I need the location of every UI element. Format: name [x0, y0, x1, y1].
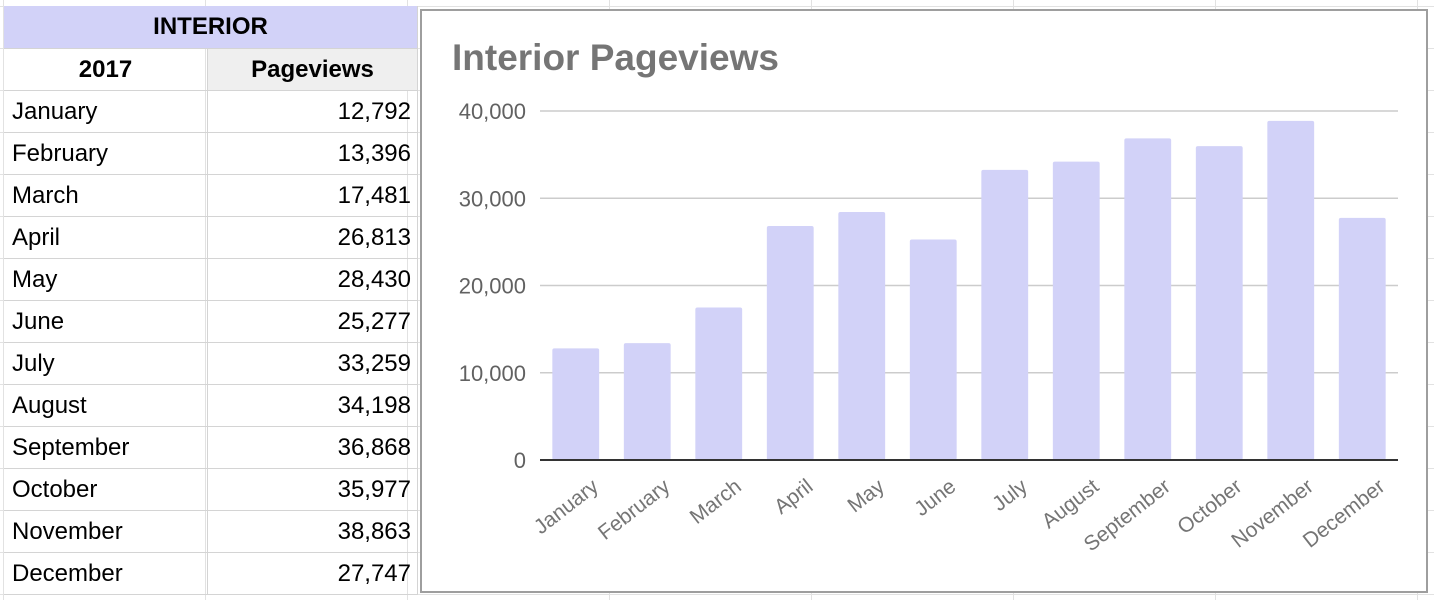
bar-chart: 0 10,000 20,000 30,000 40,000 JanuaryFebruary… — [459, 99, 1398, 556]
y-tick-label: 40,000 — [459, 99, 526, 124]
bar — [695, 307, 743, 460]
bar — [552, 348, 600, 460]
pageviews-cell[interactable]: 25,277 — [208, 301, 418, 343]
y-tick-label: 30,000 — [459, 186, 526, 211]
month-cell[interactable]: February — [4, 133, 208, 175]
pageviews-cell[interactable]: 35,977 — [208, 469, 418, 511]
y-tick-label: 0 — [514, 448, 526, 473]
pageviews-cell[interactable]: 36,868 — [208, 427, 418, 469]
pageviews-cell[interactable]: 28,430 — [208, 259, 418, 301]
x-tick-label: February — [594, 475, 675, 545]
bar — [1052, 161, 1100, 461]
x-tick-label: August — [1038, 475, 1104, 533]
pageviews-cell[interactable]: 38,863 — [208, 511, 418, 553]
bar — [623, 343, 671, 460]
bar — [1267, 120, 1315, 461]
pageviews-cell[interactable]: 33,259 — [208, 343, 418, 385]
month-cell[interactable]: March — [4, 175, 208, 217]
x-tick-label: March — [686, 475, 746, 529]
month-cell[interactable]: December — [4, 553, 208, 595]
pageviews-header-cell[interactable]: Pageviews — [208, 49, 418, 91]
pageviews-cell[interactable]: 17,481 — [208, 175, 418, 217]
y-tick-label: 20,000 — [459, 274, 526, 299]
chart-title: Interior Pageviews — [452, 37, 779, 78]
bar — [1124, 138, 1172, 460]
bar — [1338, 217, 1386, 460]
section-header-cell[interactable]: INTERIOR — [4, 6, 418, 49]
month-cell[interactable]: November — [4, 511, 208, 553]
bar — [981, 169, 1029, 460]
month-cell[interactable]: January — [4, 91, 208, 133]
pageviews-cell[interactable]: 34,198 — [208, 385, 418, 427]
x-tick-label: January — [530, 475, 603, 539]
pageviews-cell[interactable]: 26,813 — [208, 217, 418, 259]
month-cell[interactable]: April — [4, 217, 208, 259]
x-tick-label: July — [988, 475, 1032, 516]
month-cell[interactable]: May — [4, 259, 208, 301]
year-header-cell[interactable]: 2017 — [4, 49, 208, 91]
x-tick-label: June — [910, 475, 960, 521]
x-tick-label: May — [843, 475, 889, 518]
bar — [1195, 146, 1243, 460]
bar — [909, 239, 957, 460]
month-cell[interactable]: September — [4, 427, 208, 469]
month-cell[interactable]: July — [4, 343, 208, 385]
chart-container[interactable]: Interior Pageviews 0 10,000 20,000 30,000 40… — [420, 9, 1428, 593]
x-tick-label: April — [770, 475, 817, 519]
month-cell[interactable]: June — [4, 301, 208, 343]
pageviews-cell[interactable]: 13,396 — [208, 133, 418, 175]
y-tick-label: 10,000 — [459, 361, 526, 386]
pageviews-cell[interactable]: 27,747 — [208, 553, 418, 595]
pageviews-cell[interactable]: 12,792 — [208, 91, 418, 133]
month-cell[interactable]: August — [4, 385, 208, 427]
bar — [838, 211, 886, 460]
bar — [766, 226, 814, 460]
month-cell[interactable]: October — [4, 469, 208, 511]
